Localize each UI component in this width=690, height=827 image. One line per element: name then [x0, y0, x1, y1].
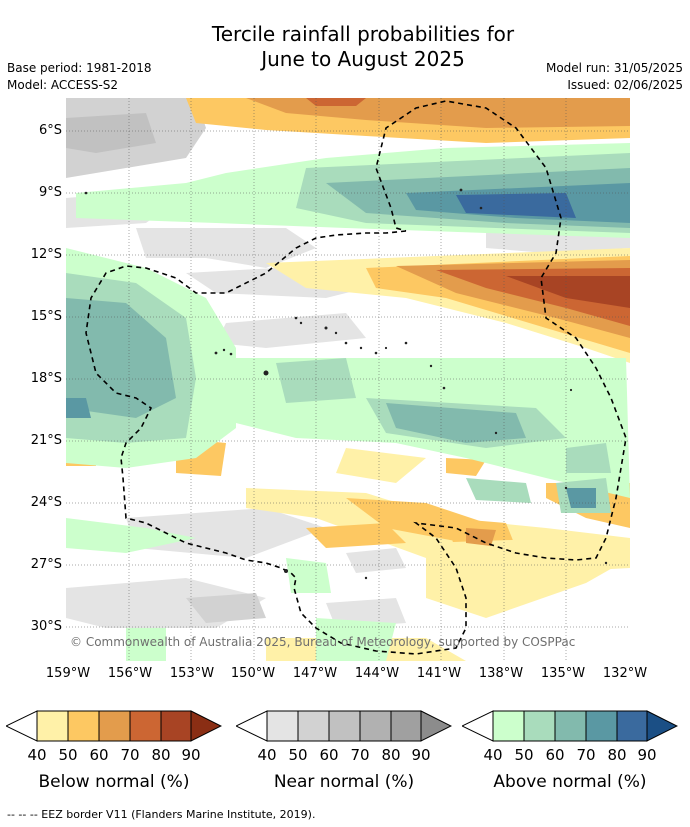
lat-label: 24°S [30, 495, 62, 510]
above-normal-regions [66, 143, 630, 661]
model-run: Model run: 31/05/2025 [545, 61, 683, 75]
gridlines [66, 98, 630, 661]
lat-label: 9°S [38, 185, 62, 200]
lat-label: 21°S [30, 433, 62, 448]
tick: 70 [576, 746, 596, 764]
near-normal-colorbar [236, 710, 452, 742]
title-line-1: Tercile rainfall probabilities for [211, 22, 515, 46]
lon-label: 150°W [230, 666, 276, 681]
probability-map: © Commonwealth of Australia 2025, Bureau… [66, 98, 630, 661]
tick: 60 [89, 746, 109, 764]
below-normal-colorbar [6, 710, 222, 742]
lon-label: 153°W [169, 666, 215, 681]
title-line-2: June to August 2025 [261, 47, 465, 71]
tick: 50 [288, 746, 308, 764]
issued-date: Issued: 02/06/2025 [567, 78, 683, 92]
tick: 50 [58, 746, 78, 764]
tick: 70 [120, 746, 140, 764]
map-canvas [66, 98, 630, 661]
tick: 90 [181, 746, 201, 764]
lon-label: 132°W [602, 666, 648, 681]
above-normal-label: Above normal (%) [493, 772, 647, 792]
copyright-note: © Commonwealth of Australia 2025, Bureau… [70, 635, 576, 649]
lon-label: 141°W [416, 666, 462, 681]
tick: 60 [319, 746, 339, 764]
tick: 90 [411, 746, 431, 764]
lat-label: 30°S [30, 619, 62, 634]
tick: 50 [514, 746, 534, 764]
tick: 70 [350, 746, 370, 764]
above-normal-colorbar [462, 710, 678, 742]
lat-label: 27°S [30, 557, 62, 572]
meta-left: Base period: 1981-2018 Model: ACCESS-S2 [7, 60, 152, 94]
tick: 80 [381, 746, 401, 764]
lat-label: 18°S [30, 371, 62, 386]
below-normal-label: Below normal (%) [38, 772, 190, 792]
lat-label: 6°S [38, 123, 62, 138]
meta-right: Model run: 31/05/2025 Issued: 02/06/2025 [546, 60, 683, 94]
lat-label: 12°S [30, 247, 62, 262]
lon-label: 147°W [292, 666, 338, 681]
lon-label: 135°W [540, 666, 586, 681]
tick: 60 [545, 746, 565, 764]
chart-title: Tercile rainfall probabilities for June … [0, 22, 690, 72]
lon-label: 144°W [354, 666, 400, 681]
near-normal-label: Near normal (%) [273, 772, 415, 792]
eez-footnote: -- -- -- EEZ border V11 (Flanders Marine… [7, 808, 316, 821]
tick: 80 [151, 746, 171, 764]
tick: 40 [27, 746, 47, 764]
eez-borders [85, 100, 627, 655]
tick: 40 [483, 746, 503, 764]
islands [84, 188, 608, 580]
tick: 90 [637, 746, 657, 764]
lon-label: 156°W [107, 666, 153, 681]
lon-label: 138°W [478, 666, 524, 681]
lat-label: 15°S [30, 309, 62, 324]
below-normal-regions [66, 98, 630, 661]
model-name: Model: ACCESS-S2 [7, 78, 119, 92]
tick: 40 [257, 746, 277, 764]
tick: 80 [607, 746, 627, 764]
base-period: Base period: 1981-2018 [7, 61, 152, 75]
lon-label: 159°W [45, 666, 91, 681]
